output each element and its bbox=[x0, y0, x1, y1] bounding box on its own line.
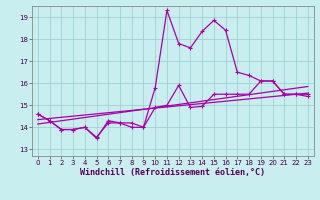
X-axis label: Windchill (Refroidissement éolien,°C): Windchill (Refroidissement éolien,°C) bbox=[80, 168, 265, 177]
